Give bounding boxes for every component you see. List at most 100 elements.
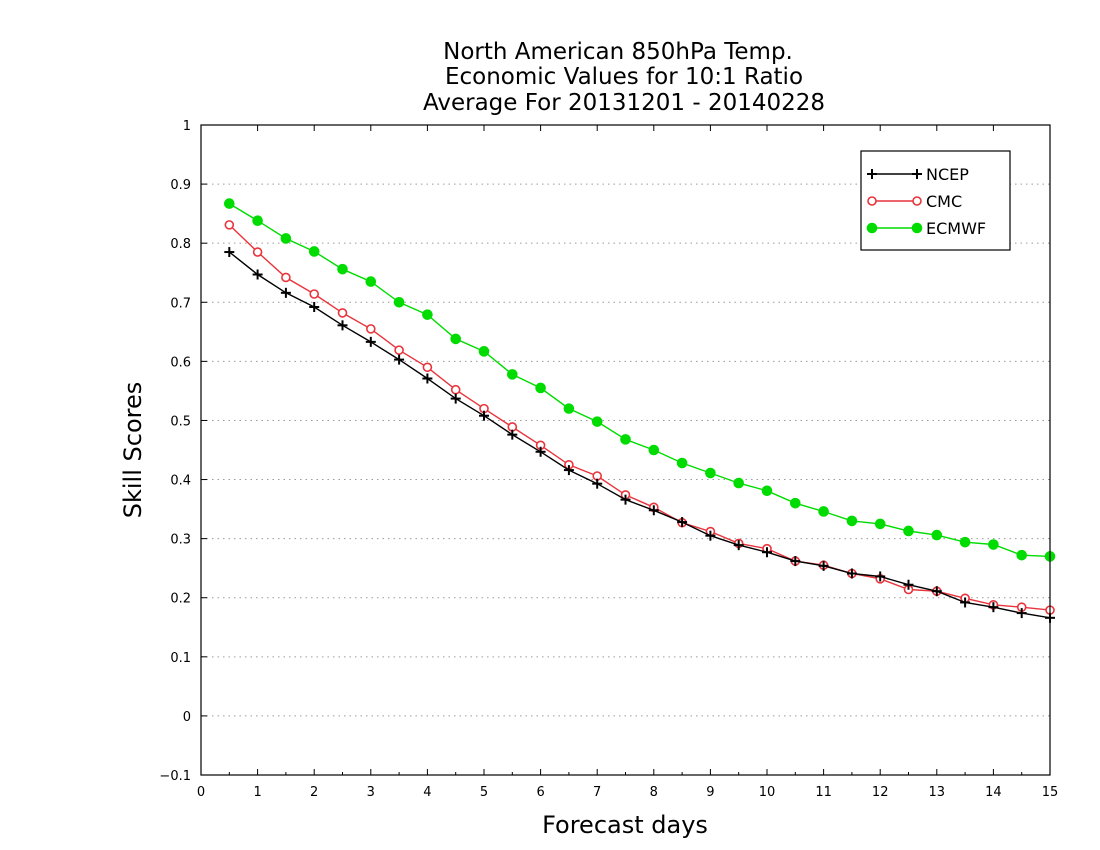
ecmwf-point: [959, 536, 971, 548]
cmc-point: [309, 289, 320, 299]
ecmwf-point: [733, 477, 745, 489]
cmc-point: [365, 324, 376, 334]
ncep-point: [365, 336, 376, 347]
ecmwf-point: [1016, 549, 1028, 561]
ecmwf-point: [705, 467, 716, 479]
cmc-point: [422, 362, 433, 373]
ncep-point: [563, 465, 574, 476]
ecmwf-point: [846, 515, 858, 527]
ecmwf-point: [365, 276, 377, 287]
ncep-point: [762, 547, 772, 558]
y-tick-label: 0.4: [170, 474, 191, 489]
x-tick-label: 1: [253, 785, 261, 800]
legend-item-ncep: NCEP: [867, 165, 969, 184]
x-tick-label: 10: [759, 785, 776, 800]
series-ecmwf: [224, 198, 1056, 562]
x-tick-label: 11: [815, 785, 832, 800]
cmc-point: [394, 345, 404, 355]
ncep-point: [1016, 608, 1027, 619]
ecmwf-point: [224, 198, 235, 209]
ecmwf-point: [252, 215, 263, 227]
cmc-point: [224, 220, 235, 230]
legend-label: NCEP: [926, 165, 969, 184]
ncep-point: [224, 247, 235, 258]
legend-item-cmc: CMC: [867, 192, 962, 211]
plot-frame: [200, 124, 1051, 776]
legend-label: CMC: [926, 192, 962, 211]
ecmwf-point: [478, 346, 490, 357]
legend-marker: [912, 196, 922, 206]
ncep-point: [479, 410, 489, 421]
ecmwf-point: [761, 485, 773, 497]
legend-marker: [866, 222, 878, 234]
ncep-point: [535, 446, 546, 457]
x-tick-label: 12: [872, 785, 889, 800]
y-tick-label: 1: [183, 119, 191, 134]
ncep-point: [252, 269, 263, 280]
ecmwf-point: [507, 369, 518, 380]
ncep-point: [677, 517, 688, 528]
ecmwf-point: [931, 529, 943, 541]
x-tick-label: 5: [480, 785, 488, 800]
x-tick-label: 6: [536, 785, 544, 800]
ecmwf-point: [874, 518, 886, 530]
x-tick-label: 15: [1042, 785, 1059, 800]
y-tick-label: 0.8: [170, 237, 191, 252]
ncep-point: [903, 579, 914, 590]
x-tick-label: 2: [310, 785, 318, 800]
legend-marker: [911, 222, 923, 234]
x-tick-label: 9: [706, 785, 714, 800]
x-axis-label: Forecast days: [542, 811, 708, 839]
title-line-1: North American 850hPa Temp.: [443, 39, 793, 65]
grid: [201, 183, 1050, 717]
y-tick-label: 0.7: [170, 296, 191, 311]
ncep-point: [960, 597, 971, 608]
y-tick-label: 0.5: [170, 414, 191, 429]
x-tick-label: 13: [929, 785, 946, 800]
legend-item-ecmwf: ECMWF: [866, 219, 986, 238]
ecmwf-point: [393, 296, 405, 308]
title-line-3: Average For 20131201 - 20140228: [423, 90, 825, 116]
ecmwf-point: [535, 382, 546, 394]
legend-label: ECMWF: [926, 219, 986, 238]
ncep-point: [931, 586, 942, 597]
y-tick-label: 0.1: [170, 651, 191, 666]
title-line-2: Economic Values for 10:1 Ratio: [445, 64, 803, 90]
ncep-point: [875, 571, 886, 582]
ncep-point: [592, 478, 603, 489]
ecmwf-line: [228, 203, 1051, 558]
x-tick-label: 0: [197, 785, 205, 800]
y-tick-label: 0.6: [170, 355, 191, 370]
y-axis-label: Skill Scores: [119, 382, 147, 519]
ncep-point: [818, 560, 829, 571]
ecmwf-point: [620, 434, 631, 445]
ncep-point: [846, 568, 857, 579]
ecmwf-point: [591, 416, 603, 427]
y-tick-label: 0.3: [170, 533, 191, 548]
cmc-line: [228, 224, 1051, 611]
ncep-point: [790, 556, 801, 567]
legend: NCEP CMC ECMWF: [860, 150, 1011, 251]
ecmwf-point: [450, 333, 462, 345]
series: [224, 198, 1056, 623]
cmc-point: [337, 308, 348, 318]
ncep-point: [733, 540, 744, 551]
ncep-point: [507, 429, 518, 440]
ecmwf-point: [988, 539, 999, 550]
ncep-point: [394, 354, 405, 365]
x-tick-label: 4: [423, 785, 431, 800]
ncep-point: [620, 494, 631, 505]
ecmwf-point: [790, 497, 801, 509]
legend-marker: [867, 169, 877, 179]
cmc-point: [252, 247, 263, 257]
x-tick-label: 14: [985, 785, 1002, 800]
y-tick-label: 0.2: [170, 592, 191, 607]
ecmwf-point: [337, 263, 348, 275]
ecmwf-point: [676, 457, 688, 469]
axes: −0.100.10.20.30.40.50.60.70.80.910 1 2 3 4 5 6…: [159, 119, 1058, 800]
ecmwf-point: [903, 525, 914, 537]
ncep-point: [337, 320, 348, 331]
y-tick-label: 0.9: [170, 178, 191, 193]
ecmwf-point: [308, 246, 320, 257]
